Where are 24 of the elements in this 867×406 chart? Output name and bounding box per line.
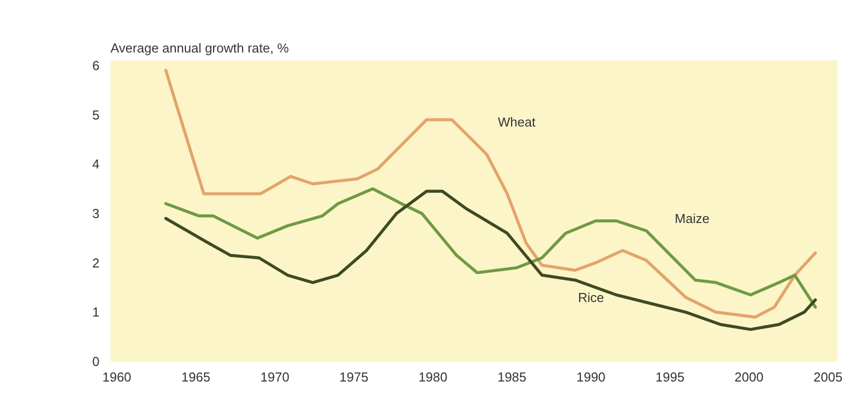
- x-tick-label: 1970: [260, 370, 290, 384]
- y-axis-title: Average annual growth rate, %: [110, 40, 290, 56]
- series-label: Wheat: [498, 114, 536, 130]
- line-series: [164, 187, 817, 309]
- y-tick-label: 2: [92, 255, 100, 270]
- y-tick-label: 5: [92, 107, 100, 122]
- y-tick-label: 0: [92, 354, 100, 369]
- x-tick-label: 1985: [497, 370, 526, 384]
- x-tick-label: 1995: [656, 370, 684, 384]
- line-series: [164, 68, 817, 319]
- x-tick-label: 1990: [576, 370, 606, 384]
- series-label: Maize: [674, 210, 710, 226]
- y-tick-label: 4: [92, 156, 100, 172]
- x-tick-label: 2000: [734, 370, 764, 384]
- x-tick-label: 2005: [814, 370, 842, 384]
- y-tick-label: 6: [92, 58, 100, 73]
- series-label: Rice: [578, 290, 604, 305]
- x-tick-label: 1975: [339, 370, 368, 384]
- x-tick-label: 1965: [181, 370, 210, 384]
- line-series: [164, 190, 817, 331]
- x-tick-label: 1980: [418, 370, 448, 384]
- y-tick-label: 3: [92, 206, 100, 221]
- x-tick-label: 1960: [102, 370, 132, 384]
- y-tick-label: 1: [92, 304, 100, 320]
